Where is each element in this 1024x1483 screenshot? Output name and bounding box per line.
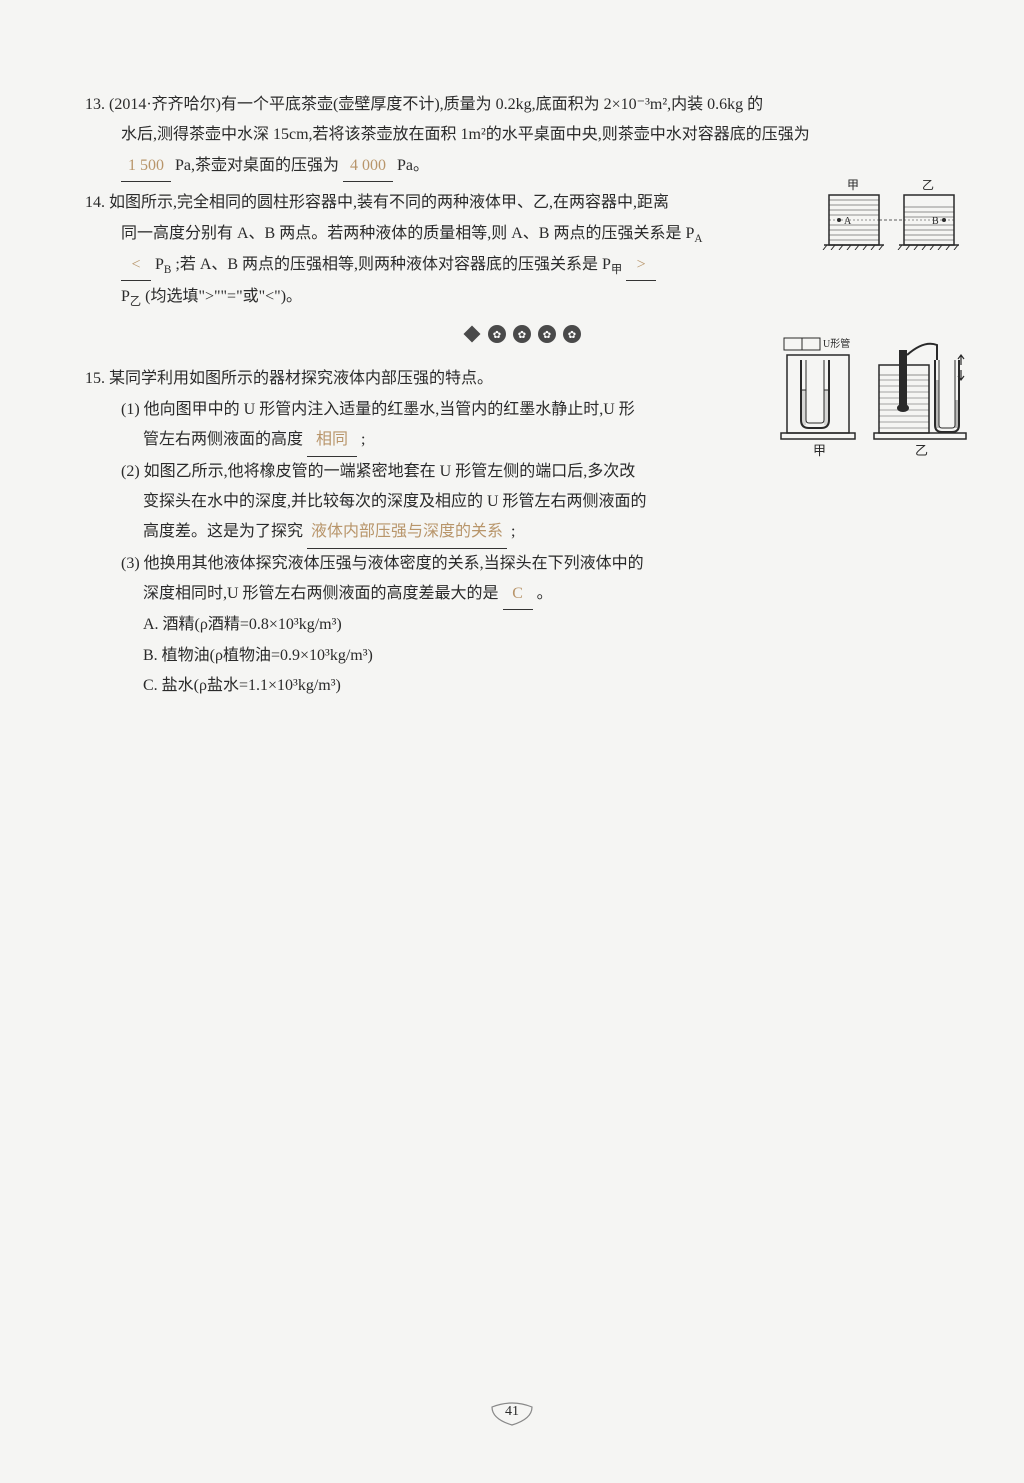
problem-15-sub2-a: 如图乙所示,他将橡皮管的一端紧密地套在 U 形管左侧的端口后,多次改: [144, 463, 636, 480]
problem-15-sub1-num: (1): [121, 401, 140, 418]
problem-14-sub-b: B: [164, 264, 171, 276]
page-number-badge: 41: [487, 1397, 537, 1438]
problem-13-line1: (2014·齐齐哈尔)有一个平底茶壶(壶壁厚度不计),质量为 0.2kg,底面积…: [109, 96, 763, 113]
problem-13-blank2: 4 000: [343, 151, 393, 182]
problem-15-sub1-b: 管左右两侧液面的高度: [143, 431, 303, 448]
svg-text:✿: ✿: [543, 330, 551, 341]
problem-14-sub-d: 乙: [130, 296, 141, 308]
problem-13-line3b: Pa。: [397, 157, 429, 174]
figure-14-svg: A 甲 B 乙: [819, 175, 969, 250]
problem-13-number: 13.: [85, 96, 105, 113]
problem-14-line4a: P: [121, 288, 130, 305]
figure-14-label-a: A: [844, 216, 852, 227]
problem-15-sub2-d: ;: [511, 523, 515, 540]
problem-15-sub1-blank: 相同: [307, 425, 357, 456]
figure-15-tube-label: U形管: [823, 337, 850, 350]
problem-14-line1: 如图所示,完全相同的圆柱形容器中,装有不同的两种液体甲、乙,在两容器中,距离: [109, 194, 669, 211]
svg-text:✿: ✿: [493, 330, 501, 341]
problem-14-sub-a: A: [694, 233, 702, 245]
problem-15-sub3-num: (3): [121, 555, 140, 572]
problem-15-sub3-c: 。: [537, 585, 553, 602]
problem-13-blank1: 1 500: [121, 151, 171, 182]
problem-15-sub2-num: (2): [121, 463, 140, 480]
problem-15-sub1-c: ;: [361, 431, 365, 448]
option-b: B. 植物油(ρ植物油=0.9×10³kg/m³): [143, 641, 959, 671]
problem-15-sub3-b: 深度相同时,U 形管左右两侧液面的高度差最大的是: [143, 585, 499, 602]
figure-14-label-b: B: [932, 216, 939, 227]
svg-text:✿: ✿: [518, 330, 526, 341]
page-number: 41: [505, 1404, 519, 1419]
option-c: C. 盐水(ρ盐水=1.1×10³kg/m³): [143, 671, 959, 701]
problem-14-number: 14.: [85, 194, 105, 211]
problem-14-blank2: >: [626, 250, 656, 281]
option-a: A. 酒精(ρ酒精=0.8×10³kg/m³): [143, 610, 959, 640]
problem-14-line3b: ;若 A、B 两点的压强相等,则两种液体对容器底的压强关系是 P: [175, 256, 611, 273]
problem-14-line4b: (均选填">""="或"<")。: [145, 288, 302, 305]
problem-15-sub3-a: 他换用其他液体探究液体压强与液体密度的关系,当探头在下列液体中的: [144, 555, 644, 572]
problem-15-sub2-b: 变探头在水中的深度,并比较每次的深度及相应的 U 形管左右两侧液面的: [143, 493, 647, 510]
problem-13-line2: 水后,测得茶壶中水深 15cm,若将该茶壶放在面积 1m²的水平桌面中央,则茶壶…: [121, 126, 810, 143]
svg-text:✿: ✿: [568, 330, 576, 341]
problem-15-intro: 某同学利用如图所示的器材探究液体内部压强的特点。: [109, 370, 493, 387]
problem-15-sub2-blank: 液体内部压强与深度的关系: [307, 517, 507, 548]
problem-15-sub1-a: 他向图甲中的 U 形管内注入适量的红墨水,当管内的红墨水静止时,U 形: [144, 401, 635, 418]
problem-15-number: 15.: [85, 370, 105, 387]
problem-13: 13. (2014·齐齐哈尔)有一个平底茶壶(壶壁厚度不计),质量为 0.2kg…: [85, 90, 959, 182]
figure-14: A 甲 B 乙: [819, 175, 969, 261]
section-marker-svg: ✿ ✿ ✿ ✿: [462, 321, 582, 347]
problem-14-line3a: P: [155, 256, 164, 273]
problem-15-sub2-c: 高度差。这是为了探究: [143, 523, 303, 540]
problem-14-sub-c: 甲: [611, 264, 622, 276]
problem-14-blank1: <: [121, 250, 151, 281]
problem-14-line2a: 同一高度分别有 A、B 两点。若两种液体的质量相等,则 A、B 两点的压强关系是…: [121, 225, 694, 242]
problem-15-sub3-blank: C: [503, 579, 533, 610]
problem-15: 15. 某同学利用如图所示的器材探究液体内部压强的特点。 (1) 他向图甲中的 …: [85, 364, 959, 701]
page-badge-svg: 41: [487, 1397, 537, 1427]
problem-13-line3a: Pa,茶壶对桌面的压强为: [175, 157, 339, 174]
figure-14-label-yi: 乙: [922, 178, 934, 192]
problem-14: 14. 如图所示,完全相同的圆柱形容器中,装有不同的两种液体甲、乙,在两容器中,…: [85, 188, 805, 313]
page-footer: 41: [0, 1397, 1024, 1438]
figure-14-label-jia: 甲: [847, 178, 859, 192]
